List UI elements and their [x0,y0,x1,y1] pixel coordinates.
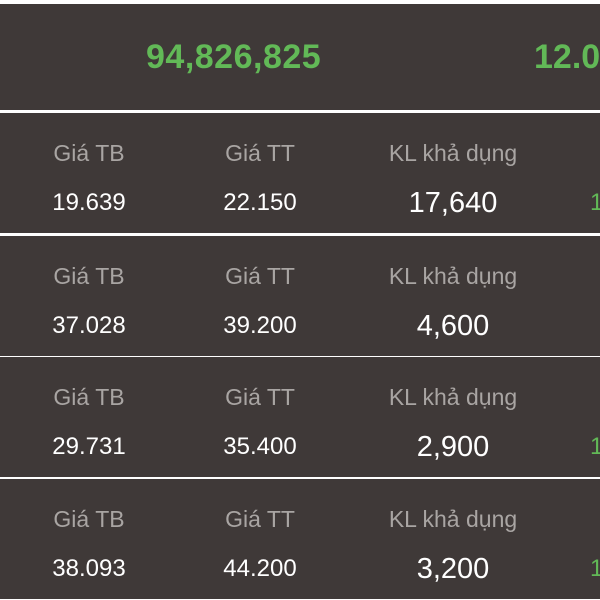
percent-change: 12.0 [534,38,600,76]
market-price-label: Giá TT [225,506,295,532]
clipped-value: 1 [590,189,600,216]
market-price-value: 22.150 [223,189,297,216]
holding-row[interactable]: Giá TB Giá TT KL khả dụng 37.028 39.200 … [0,236,600,356]
market-price-value: 39.200 [223,312,297,339]
available-qty-value: 2,900 [416,431,490,463]
available-qty-label: KL khả dụng [388,263,518,289]
market-price-label: Giá TT [225,384,295,410]
market-price-label: Giá TT [225,140,295,166]
holding-row[interactable]: Giá TB Giá TT KL khả dụng 29.731 35.400 … [0,357,600,477]
clipped-value: 1 [590,555,600,582]
avg-price-value: 37.028 [52,312,126,339]
available-qty-label: KL khả dụng [388,506,518,532]
available-qty-value: 17,640 [408,187,498,219]
available-qty-label: KL khả dụng [388,384,518,410]
clipped-value: 1 [590,433,600,460]
avg-price-value: 38.093 [52,555,126,582]
holding-row[interactable]: Giá TB Giá TT KL khả dụng 38.093 44.200 … [0,479,600,599]
market-price-value: 35.400 [223,433,297,460]
avg-price-label: Giá TB [53,263,125,289]
avg-price-label: Giá TB [53,384,125,410]
available-qty-value: 3,200 [416,553,490,585]
avg-price-value: 29.731 [52,433,126,460]
avg-price-label: Giá TB [53,140,125,166]
avg-price-value: 19.639 [52,189,126,216]
holding-row[interactable]: Giá TB Giá TT KL khả dụng 19.639 22.150 … [0,113,600,233]
avg-price-label: Giá TB [53,506,125,532]
available-qty-value: 4,600 [416,310,490,342]
available-qty-label: KL khả dụng [388,140,518,166]
market-price-label: Giá TT [225,263,295,289]
total-value: 94,826,825 [146,38,322,76]
market-price-value: 44.200 [223,555,297,582]
portfolio-summary: 94,826,825 12.0 [0,4,600,110]
